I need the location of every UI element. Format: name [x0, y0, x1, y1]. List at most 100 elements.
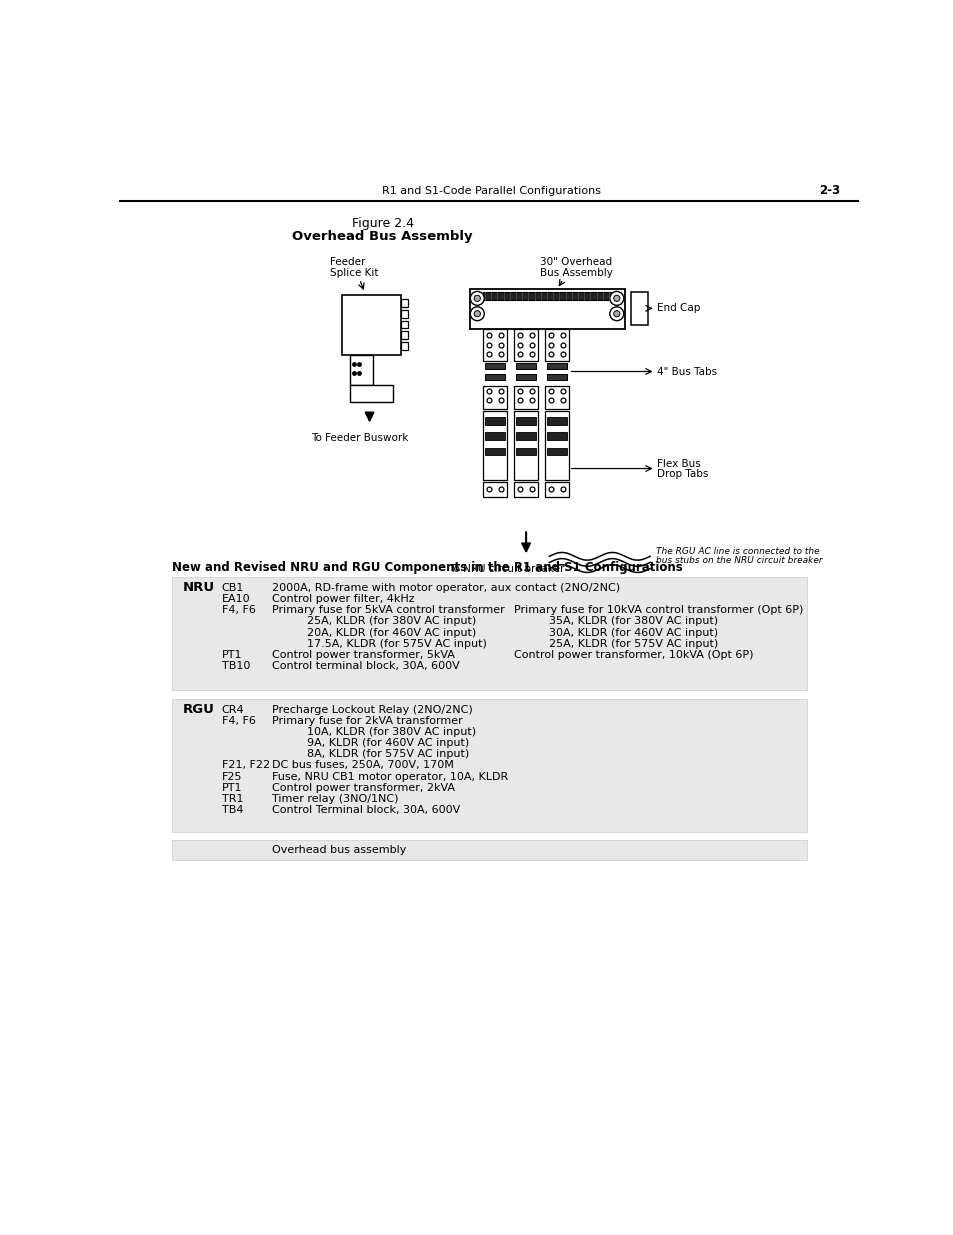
Text: bus stubs on the NRU circuit breaker: bus stubs on the NRU circuit breaker — [656, 557, 822, 566]
Text: Precharge Lockout Relay (2NO/2NC): Precharge Lockout Relay (2NO/2NC) — [272, 704, 472, 715]
Text: 9A, KLDR (for 460V AC input): 9A, KLDR (for 460V AC input) — [272, 739, 469, 748]
Text: 30A, KLDR (for 460V AC input): 30A, KLDR (for 460V AC input) — [514, 627, 718, 637]
Text: Control power transformer, 5kVA: Control power transformer, 5kVA — [272, 650, 455, 659]
Text: 25A, KLDR (for 575V AC input): 25A, KLDR (for 575V AC input) — [514, 638, 718, 648]
Text: 2000A, RD-frame with motor operator, aux contact (2NO/2NC): 2000A, RD-frame with motor operator, aux… — [272, 583, 619, 593]
Text: F4, F6: F4, F6 — [221, 605, 255, 615]
Bar — [484, 448, 505, 456]
Circle shape — [613, 295, 619, 301]
Bar — [484, 374, 505, 380]
Bar — [400, 310, 408, 317]
Circle shape — [474, 311, 480, 317]
Text: Flex Bus: Flex Bus — [657, 459, 700, 469]
Text: 4" Bus Tabs: 4" Bus Tabs — [657, 367, 717, 377]
Bar — [400, 299, 408, 306]
Text: 10A, KLDR (for 380V AC input): 10A, KLDR (for 380V AC input) — [272, 727, 476, 737]
Text: F4, F6: F4, F6 — [221, 716, 255, 726]
Text: Splice Kit: Splice Kit — [330, 268, 378, 278]
Text: Primary fuse for 2kVA transformer: Primary fuse for 2kVA transformer — [272, 716, 462, 726]
Bar — [545, 482, 568, 496]
Text: Control power filter, 4kHz: Control power filter, 4kHz — [272, 594, 415, 604]
Bar — [400, 342, 408, 350]
Text: DC bus fuses, 250A, 700V, 170M: DC bus fuses, 250A, 700V, 170M — [272, 761, 454, 771]
Bar — [483, 387, 506, 409]
Circle shape — [470, 306, 484, 321]
Bar — [546, 374, 567, 380]
Bar — [469, 289, 624, 330]
Text: F21, F22: F21, F22 — [221, 761, 270, 771]
Text: PT1: PT1 — [221, 783, 242, 793]
Text: Control power transformer, 2kVA: Control power transformer, 2kVA — [272, 783, 455, 793]
Text: The RGU AC line is connected to the: The RGU AC line is connected to the — [656, 547, 819, 556]
Text: 2-3: 2-3 — [818, 184, 840, 198]
Text: Timer relay (3NO/1NC): Timer relay (3NO/1NC) — [272, 794, 398, 804]
Text: Drop Tabs: Drop Tabs — [657, 469, 708, 479]
Text: 20A, KLDR (for 460V AC input): 20A, KLDR (for 460V AC input) — [272, 627, 476, 637]
Bar — [546, 432, 567, 440]
Text: Control Terminal block, 30A, 600V: Control Terminal block, 30A, 600V — [272, 805, 459, 815]
Circle shape — [609, 291, 623, 305]
Text: F25: F25 — [221, 772, 242, 782]
Bar — [400, 331, 408, 340]
Text: CR4: CR4 — [221, 704, 244, 715]
Bar — [516, 374, 536, 380]
Bar — [546, 417, 567, 425]
Bar — [484, 363, 505, 369]
Text: EA10: EA10 — [221, 594, 250, 604]
Bar — [483, 482, 506, 496]
Bar — [545, 330, 568, 362]
Text: R1 and S1-Code Parallel Configurations: R1 and S1-Code Parallel Configurations — [381, 185, 600, 195]
Text: 35A, KLDR (for 380V AC input): 35A, KLDR (for 380V AC input) — [514, 616, 718, 626]
Text: Primary fuse for 10kVA control transformer (Opt 6P): Primary fuse for 10kVA control transform… — [514, 605, 803, 615]
Bar — [172, 699, 806, 832]
Bar — [516, 432, 536, 440]
Text: 25A, KLDR (for 380V AC input): 25A, KLDR (for 380V AC input) — [272, 616, 476, 626]
Bar — [516, 363, 536, 369]
Bar — [630, 293, 647, 325]
Bar — [350, 385, 393, 403]
Text: Control power transformer, 10kVA (Opt 6P): Control power transformer, 10kVA (Opt 6P… — [514, 650, 753, 659]
Text: TB4: TB4 — [221, 805, 243, 815]
Bar — [514, 411, 537, 480]
Bar — [350, 354, 373, 385]
Bar — [516, 448, 536, 456]
Text: End Cap: End Cap — [657, 304, 700, 314]
Text: 8A, KLDR (for 575V AC input): 8A, KLDR (for 575V AC input) — [272, 750, 469, 760]
Text: Overhead bus assembly: Overhead bus assembly — [272, 846, 406, 856]
Bar — [172, 840, 806, 860]
Text: New and Revised NRU and RGU Components in the R1 and S1 Configurations: New and Revised NRU and RGU Components i… — [172, 562, 682, 574]
Text: PT1: PT1 — [221, 650, 242, 659]
Bar — [172, 577, 806, 689]
Text: To Feeder Buswork: To Feeder Buswork — [311, 433, 408, 443]
Text: Fuse, NRU CB1 motor operator, 10A, KLDR: Fuse, NRU CB1 motor operator, 10A, KLDR — [272, 772, 508, 782]
Circle shape — [474, 295, 480, 301]
Bar — [484, 432, 505, 440]
Bar — [484, 417, 505, 425]
Bar — [514, 330, 537, 362]
Circle shape — [470, 291, 484, 305]
Bar — [400, 321, 408, 329]
Bar — [516, 417, 536, 425]
Text: CB1: CB1 — [221, 583, 244, 593]
Text: To NRU circuit breaker: To NRU circuit breaker — [449, 563, 564, 573]
Bar — [546, 448, 567, 456]
Text: TB10: TB10 — [221, 661, 250, 671]
Text: Figure 2.4: Figure 2.4 — [352, 217, 414, 230]
Bar — [546, 363, 567, 369]
Text: Primary fuse for 5kVA control transformer: Primary fuse for 5kVA control transforme… — [272, 605, 504, 615]
Bar — [342, 294, 400, 354]
Text: NRU: NRU — [183, 582, 214, 594]
Circle shape — [613, 311, 619, 317]
Bar — [483, 411, 506, 480]
Bar — [483, 293, 610, 300]
Bar — [545, 387, 568, 409]
Bar — [483, 330, 506, 362]
Text: 17.5A, KLDR (for 575V AC input): 17.5A, KLDR (for 575V AC input) — [272, 638, 486, 648]
Text: Bus Assembly: Bus Assembly — [539, 268, 612, 278]
Text: RGU: RGU — [183, 703, 214, 716]
Text: Feeder: Feeder — [330, 257, 365, 267]
Bar — [545, 411, 568, 480]
Text: Control terminal block, 30A, 600V: Control terminal block, 30A, 600V — [272, 661, 459, 671]
Circle shape — [609, 306, 623, 321]
Text: TR1: TR1 — [221, 794, 243, 804]
